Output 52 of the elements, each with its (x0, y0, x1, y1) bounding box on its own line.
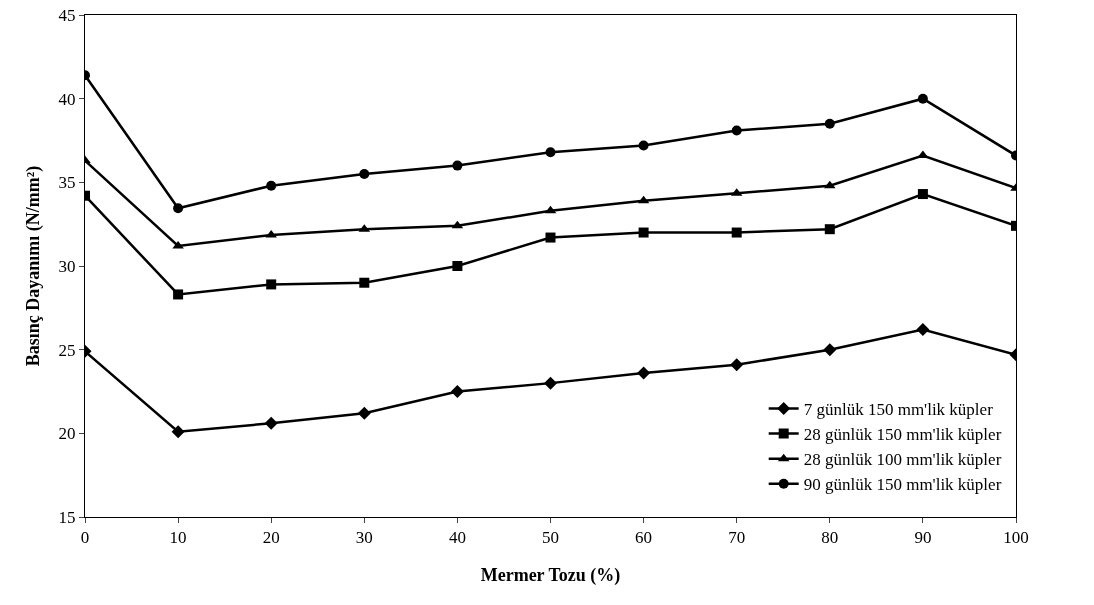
point (823, 343, 837, 357)
point (917, 93, 928, 104)
y-tick-label: 35 (58, 173, 76, 193)
x-tick-label: 80 (821, 528, 839, 548)
y-tick-label: 25 (58, 340, 76, 360)
point (824, 180, 836, 189)
point (731, 125, 742, 136)
point (452, 160, 463, 171)
point (266, 180, 277, 191)
y-axis-title: Basınç Dayanımı (N/mm²) (23, 165, 44, 367)
x-tick-label: 70 (728, 528, 746, 548)
y-tick-label: 20 (58, 424, 76, 444)
point (916, 323, 930, 337)
y-tick-label: 45 (58, 5, 76, 25)
x-tick-label: 30 (355, 528, 373, 548)
point (638, 227, 649, 238)
point (637, 366, 651, 380)
point (917, 189, 928, 200)
point (359, 168, 370, 179)
x-tick-label: 60 (635, 528, 653, 548)
x-tick-label: 90 (914, 528, 932, 548)
x-tick-label: 10 (169, 528, 187, 548)
x-tick-label: 50 (542, 528, 559, 548)
point (450, 385, 464, 398)
point (171, 425, 185, 439)
point (824, 224, 835, 235)
x-tick-label: 20 (262, 528, 280, 548)
point (266, 279, 277, 290)
point (452, 261, 463, 271)
y-tick-label: 40 (58, 89, 76, 109)
legend-label: 90 günlük 150 mm'lik küpler (803, 475, 1002, 495)
y-tick-label: 15 (58, 507, 76, 527)
x-tick-label: 100 (1003, 528, 1029, 548)
point (359, 277, 370, 288)
y-tick-label: 30 (58, 256, 76, 276)
point (731, 227, 742, 238)
point (264, 416, 278, 430)
point (173, 203, 184, 214)
legend-label: 28 günlük 100 mm'lik küpler (803, 450, 1002, 470)
point (545, 232, 556, 243)
point (544, 376, 557, 390)
legend-label: 7 günlük 150 mm'lik küpler (803, 400, 994, 420)
point (545, 147, 556, 158)
x-tick-label: 40 (448, 528, 466, 548)
point (357, 406, 371, 420)
legend-label: 28 günlük 150 mm'lik küpler (803, 425, 1002, 445)
x-axis-title: Mermer Tozu (%) (480, 565, 621, 586)
point (824, 118, 835, 129)
x-tick-label: 0 (80, 528, 90, 548)
point (730, 358, 744, 372)
point (638, 140, 649, 151)
point (173, 289, 184, 300)
